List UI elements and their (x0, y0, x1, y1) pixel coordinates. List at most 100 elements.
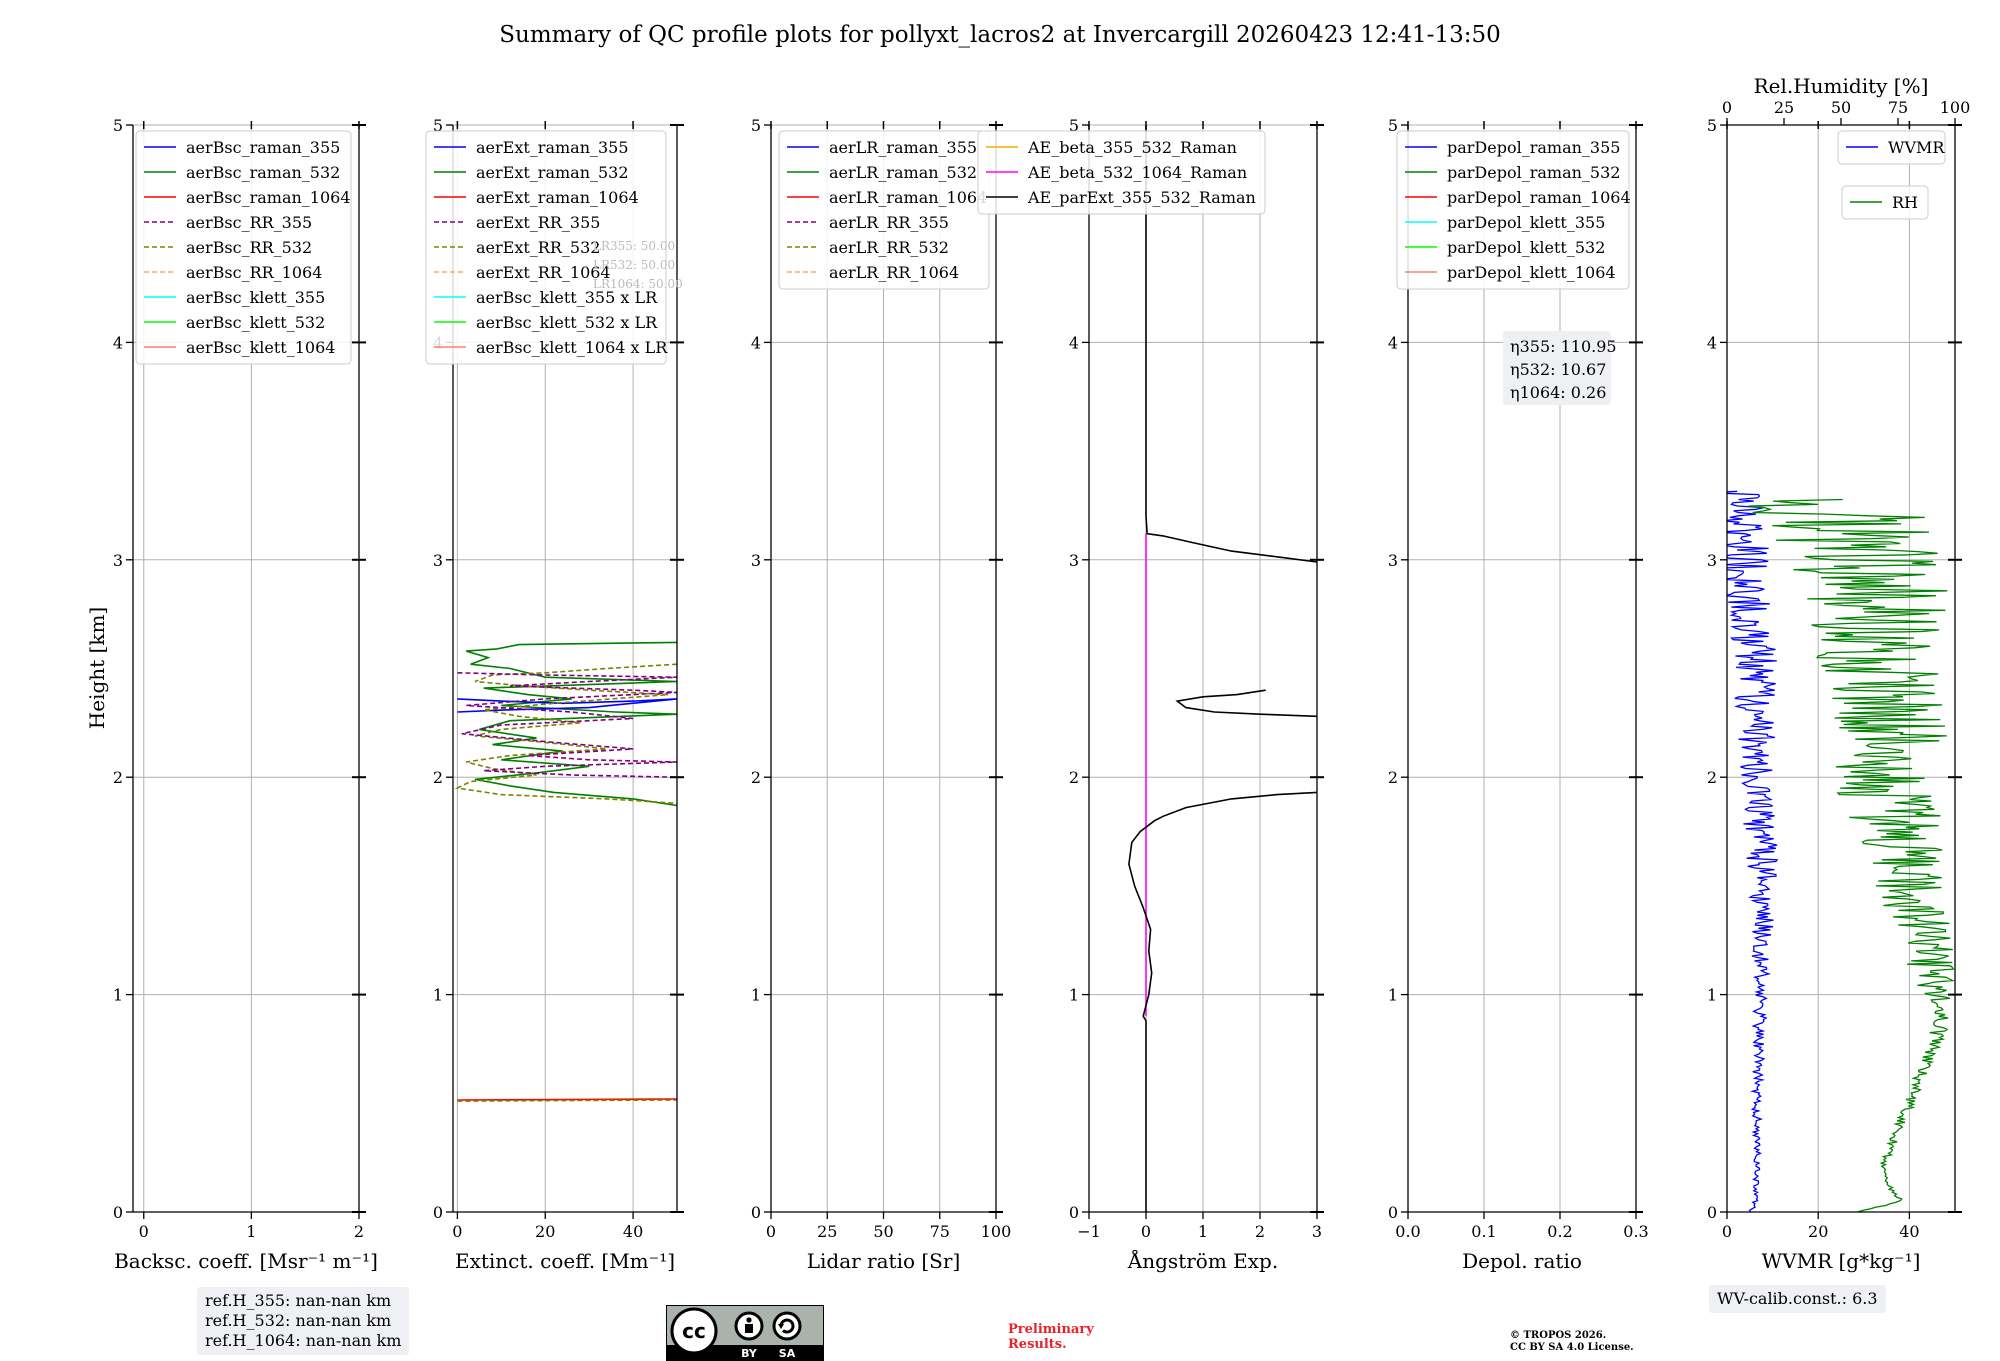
legend-label: aerExt_RR_355 (476, 213, 600, 232)
x-tick-label: −1 (1077, 1222, 1101, 1241)
legend-label: aerBsc_RR_1064 (186, 263, 322, 282)
series-line-aerExt_raman_532 (465, 641, 677, 807)
series-line-aerExt_RR_532 (454, 663, 677, 805)
legend-label: aerExt_raman_1064 (476, 188, 639, 207)
x-tick-label: 0.2 (1547, 1222, 1572, 1241)
legend-label: aerBsc_RR_532 (186, 238, 312, 257)
legend-label: aerBsc_raman_532 (186, 163, 340, 182)
x-axis-label: WVMR [g*kg⁻¹] (1762, 1249, 1921, 1273)
x-tick-label: 0.3 (1623, 1222, 1648, 1241)
x-tick-label: 2 (354, 1222, 364, 1241)
y-tick-label: 4 (113, 333, 123, 352)
y-tick-label: 3 (1069, 551, 1079, 570)
y-tick-label: 1 (113, 986, 123, 1005)
series-line-aerExt_RR_355 (457, 672, 677, 778)
x-axis-label: Extinct. coeff. [Mm⁻¹] (455, 1249, 675, 1273)
top-x-tick-label: 25 (1774, 98, 1794, 117)
legend-label: aerLR_raman_1064 (829, 188, 987, 207)
x-tick-label: 40 (1899, 1222, 1919, 1241)
series-line-RH (1748, 498, 1955, 1212)
legend: RH (1841, 185, 1929, 220)
x-axis-label: Backsc. coeff. [Msr⁻¹ m⁻¹] (114, 1249, 378, 1273)
y-tick-label: 0 (1388, 1203, 1398, 1222)
ref-height-355: ref.H_355: nan-nan km (205, 1291, 392, 1310)
copyright-line-1: © TROPOS 2026. (1510, 1330, 1607, 1341)
legend-label: AE_beta_532_1064_Raman (1027, 163, 1247, 182)
cc-sa-label: SA (779, 1347, 796, 1360)
cc-text: cc (682, 1319, 706, 1343)
legend-label: aerBsc_klett_532 x LR (476, 313, 658, 332)
legend-label: parDepol_klett_1064 (1447, 263, 1616, 282)
legend: aerBsc_raman_355 aerBsc_raman_532 aerBsc_r… (135, 130, 352, 365)
x-tick-label: 0 (139, 1222, 149, 1241)
x-tick-label: 0 (452, 1222, 462, 1241)
legend-label: aerLR_raman_532 (829, 163, 977, 182)
eta-box: η355: 110.95 η532: 10.67 η1064: 0.26 (1503, 331, 1617, 405)
sa-share-icon (772, 1311, 802, 1341)
x-tick-label: 75 (930, 1222, 950, 1241)
y-tick-label: 2 (1707, 768, 1717, 787)
y-tick-label: 0 (433, 1203, 443, 1222)
top-x-axis-label: Rel.Humidity [%] (1754, 74, 1929, 98)
x-tick-label: 3 (1312, 1222, 1322, 1241)
x-tick-label: 0 (1141, 1222, 1151, 1241)
series-group (1727, 490, 1955, 1212)
eta-value: η355: 110.95 (1510, 337, 1617, 356)
legend-label: parDepol_raman_355 (1447, 138, 1620, 157)
lr-annotation: LR532: 50.00 (593, 258, 675, 272)
wv-calib-box: WV-calib.const.: 6.3 (1709, 1285, 1886, 1313)
y-tick-label: 5 (433, 116, 443, 135)
eta-box-frame (1503, 331, 1611, 405)
ref-height-532: ref.H_532: nan-nan km (205, 1311, 392, 1330)
x-tick-label: 25 (817, 1222, 837, 1241)
legend-label: aerBsc_klett_355 (186, 288, 325, 307)
y-tick-label: 4 (751, 333, 761, 352)
series-line-WVMR (1727, 490, 1779, 1212)
legend-label: aerBsc_klett_1064 (186, 338, 335, 357)
y-tick-label: 4 (1388, 333, 1398, 352)
series-group (1128, 125, 1317, 1212)
y-tick-label: 1 (1707, 986, 1717, 1005)
legend: aerLR_raman_355 aerLR_raman_532 aerLR_rama… (778, 130, 990, 290)
top-x-tick-label: 75 (1888, 98, 1908, 117)
legend-label: aerExt_RR_1064 (476, 263, 611, 282)
legend-frame (1396, 130, 1630, 290)
legend-label: aerBsc_raman_355 (186, 138, 340, 157)
eta-value: η1064: 0.26 (1510, 383, 1606, 402)
legend-label: parDepol_raman_532 (1447, 163, 1620, 182)
legend-frame (1841, 185, 1929, 220)
lr-annotation: LR355: 50.00 (593, 239, 675, 253)
ref-height-1064: ref.H_1064: nan-nan km (205, 1331, 402, 1350)
x-tick-label: 20 (1808, 1222, 1828, 1241)
legend-label: AE_beta_355_532_Raman (1027, 138, 1237, 157)
y-tick-label: 2 (113, 768, 123, 787)
legend-label: RH (1892, 193, 1918, 212)
x-tick-label: 50 (873, 1222, 893, 1241)
y-tick-label: 2 (1388, 768, 1398, 787)
panel-extinction: 01234502040Extinct. coeff. [Mm⁻¹]aerExt_… (425, 116, 684, 1273)
legend-frame (977, 130, 1266, 215)
copyright-line-2: CC BY SA 4.0 License. (1510, 1342, 1634, 1353)
legend-label: aerBsc_klett_1064 x LR (476, 338, 668, 357)
legend-frame (425, 130, 667, 365)
top-x-tick-label: 50 (1831, 98, 1851, 117)
x-tick-label: 0.0 (1395, 1222, 1420, 1241)
y-tick-label: 1 (751, 986, 761, 1005)
series-line-AE_parExt_355_532_Raman (1128, 791, 1317, 1212)
x-axis-label: Depol. ratio (1462, 1249, 1582, 1273)
ref-heights-box: ref.H_355: nan-nan km ref.H_532: nan-nan… (197, 1287, 410, 1355)
series-line-AE_parExt_355_532_Raman (1145, 125, 1317, 563)
preliminary-results-note: Preliminary Results. (1008, 1322, 1094, 1352)
legend-label: AE_parExt_355_532_Raman (1027, 188, 1256, 207)
panel-depol: 0 1 2 3 4 5 0.0 0.1 0.2 0.3 Depol. ratio parDepol_r… (1388, 116, 1649, 1273)
y-tick-label: 2 (1069, 768, 1079, 787)
eta-value: η532: 10.67 (1510, 360, 1606, 379)
lr-annotation: LR1064: 50.00 (593, 277, 683, 291)
y-tick-label: 3 (433, 551, 443, 570)
y-tick-label: 5 (1707, 116, 1717, 135)
cc-by-label: BY (741, 1347, 758, 1360)
cc-circle-icon (670, 1307, 718, 1355)
